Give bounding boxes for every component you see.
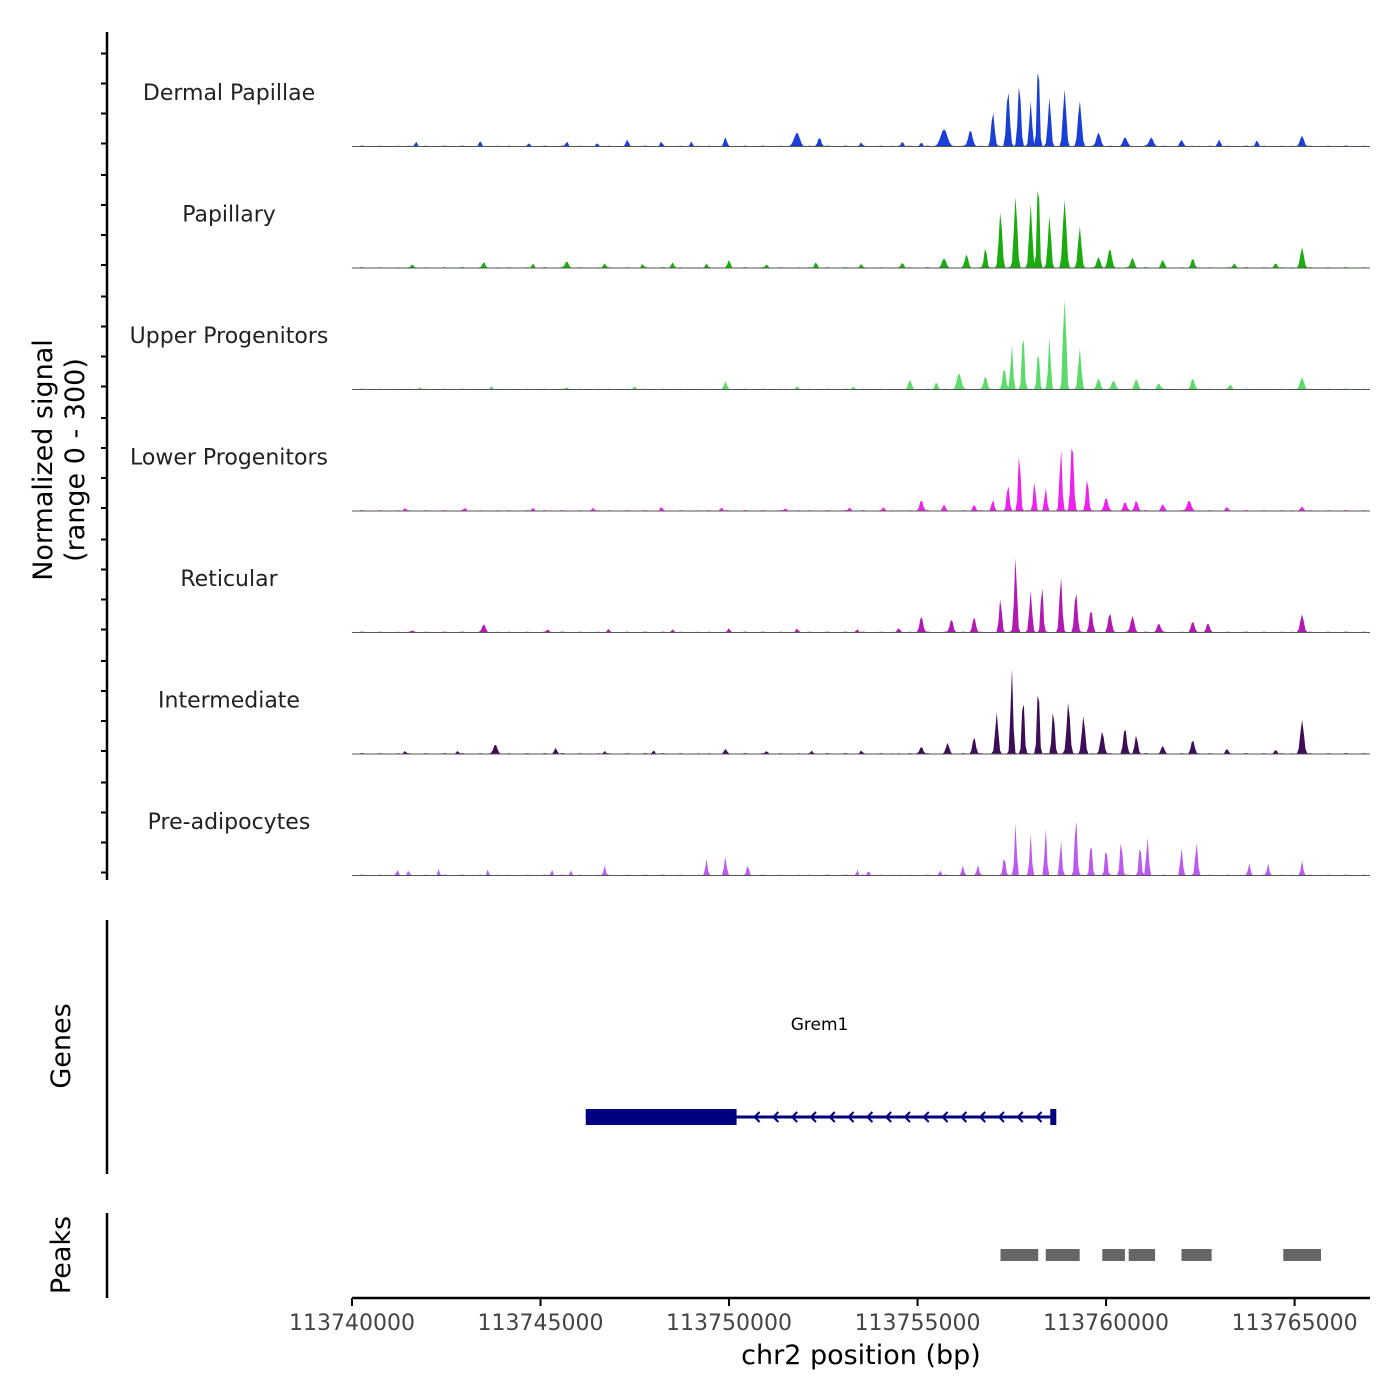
signal-area bbox=[352, 299, 1370, 390]
strand-arrow bbox=[903, 1111, 911, 1123]
peak-region bbox=[1181, 1249, 1212, 1261]
track-label: Upper Progenitors bbox=[130, 324, 329, 349]
gene-exon bbox=[585, 1109, 737, 1125]
strand-arrow bbox=[1035, 1111, 1043, 1123]
genes-axis-title: Genes bbox=[46, 1003, 77, 1088]
peak-region bbox=[1000, 1249, 1039, 1261]
strand-arrow bbox=[884, 1111, 892, 1123]
track-label: Intermediate bbox=[158, 689, 300, 714]
strand-arrow bbox=[941, 1111, 949, 1123]
track-areas bbox=[352, 72, 1370, 876]
x-tick-label: 113755000 bbox=[855, 1311, 981, 1336]
strand-arrow bbox=[790, 1111, 798, 1123]
peak-regions bbox=[1000, 1249, 1321, 1261]
strand-arrow bbox=[771, 1111, 780, 1123]
y-axis-title-line2: (range 0 - 300) bbox=[60, 358, 91, 562]
y-axis-title-line1: Normalized signal bbox=[28, 339, 59, 581]
signal-area bbox=[352, 191, 1370, 268]
signal-area bbox=[352, 668, 1370, 754]
strand-arrow bbox=[959, 1111, 968, 1123]
track-label: Dermal Papillae bbox=[143, 81, 315, 106]
peaks-axis-title: Peaks bbox=[46, 1216, 77, 1294]
signal-area bbox=[352, 557, 1370, 633]
x-axis-ticks: 113740000 113745000 113750000 113755000 1137… bbox=[289, 1298, 1358, 1336]
x-tick-label: 113765000 bbox=[1232, 1311, 1358, 1336]
peak-region bbox=[1102, 1249, 1125, 1261]
strand-arrow bbox=[865, 1111, 874, 1123]
peak-region bbox=[1283, 1249, 1321, 1261]
x-axis-title: chr2 position (bp) bbox=[741, 1340, 981, 1371]
strand-arrow bbox=[978, 1111, 986, 1123]
signal-area bbox=[352, 448, 1370, 511]
x-tick-label: 113750000 bbox=[666, 1311, 792, 1336]
peak-region bbox=[1128, 1249, 1156, 1261]
track-label: Pre-adipocytes bbox=[148, 810, 311, 835]
track-label: Papillary bbox=[182, 203, 276, 228]
x-tick-label: 113760000 bbox=[1043, 1311, 1169, 1336]
signal-area bbox=[352, 821, 1370, 876]
gene-exon bbox=[1050, 1109, 1057, 1125]
strand-arrow bbox=[922, 1111, 930, 1123]
track-label: Lower Progenitors bbox=[130, 446, 328, 471]
strand-arrow bbox=[1016, 1111, 1024, 1123]
strand-arrow bbox=[809, 1111, 817, 1123]
x-tick-label: 113745000 bbox=[478, 1311, 604, 1336]
strand-arrow bbox=[753, 1111, 761, 1123]
gene-label: Grem1 bbox=[791, 1015, 849, 1035]
strand-arrow bbox=[828, 1111, 836, 1123]
track-label: Reticular bbox=[180, 567, 278, 592]
signal-y-axis-ticks bbox=[101, 52, 107, 874]
gene-models: Grem1 bbox=[585, 1015, 1057, 1125]
x-tick-label: 113740000 bbox=[289, 1311, 415, 1336]
strand-arrow bbox=[847, 1111, 855, 1123]
peak-region bbox=[1045, 1249, 1080, 1261]
track-labels: Dermal Papillae Papillary Upper Progenitor… bbox=[130, 81, 329, 835]
strand-arrow bbox=[997, 1111, 1005, 1123]
signal-area bbox=[352, 72, 1370, 147]
